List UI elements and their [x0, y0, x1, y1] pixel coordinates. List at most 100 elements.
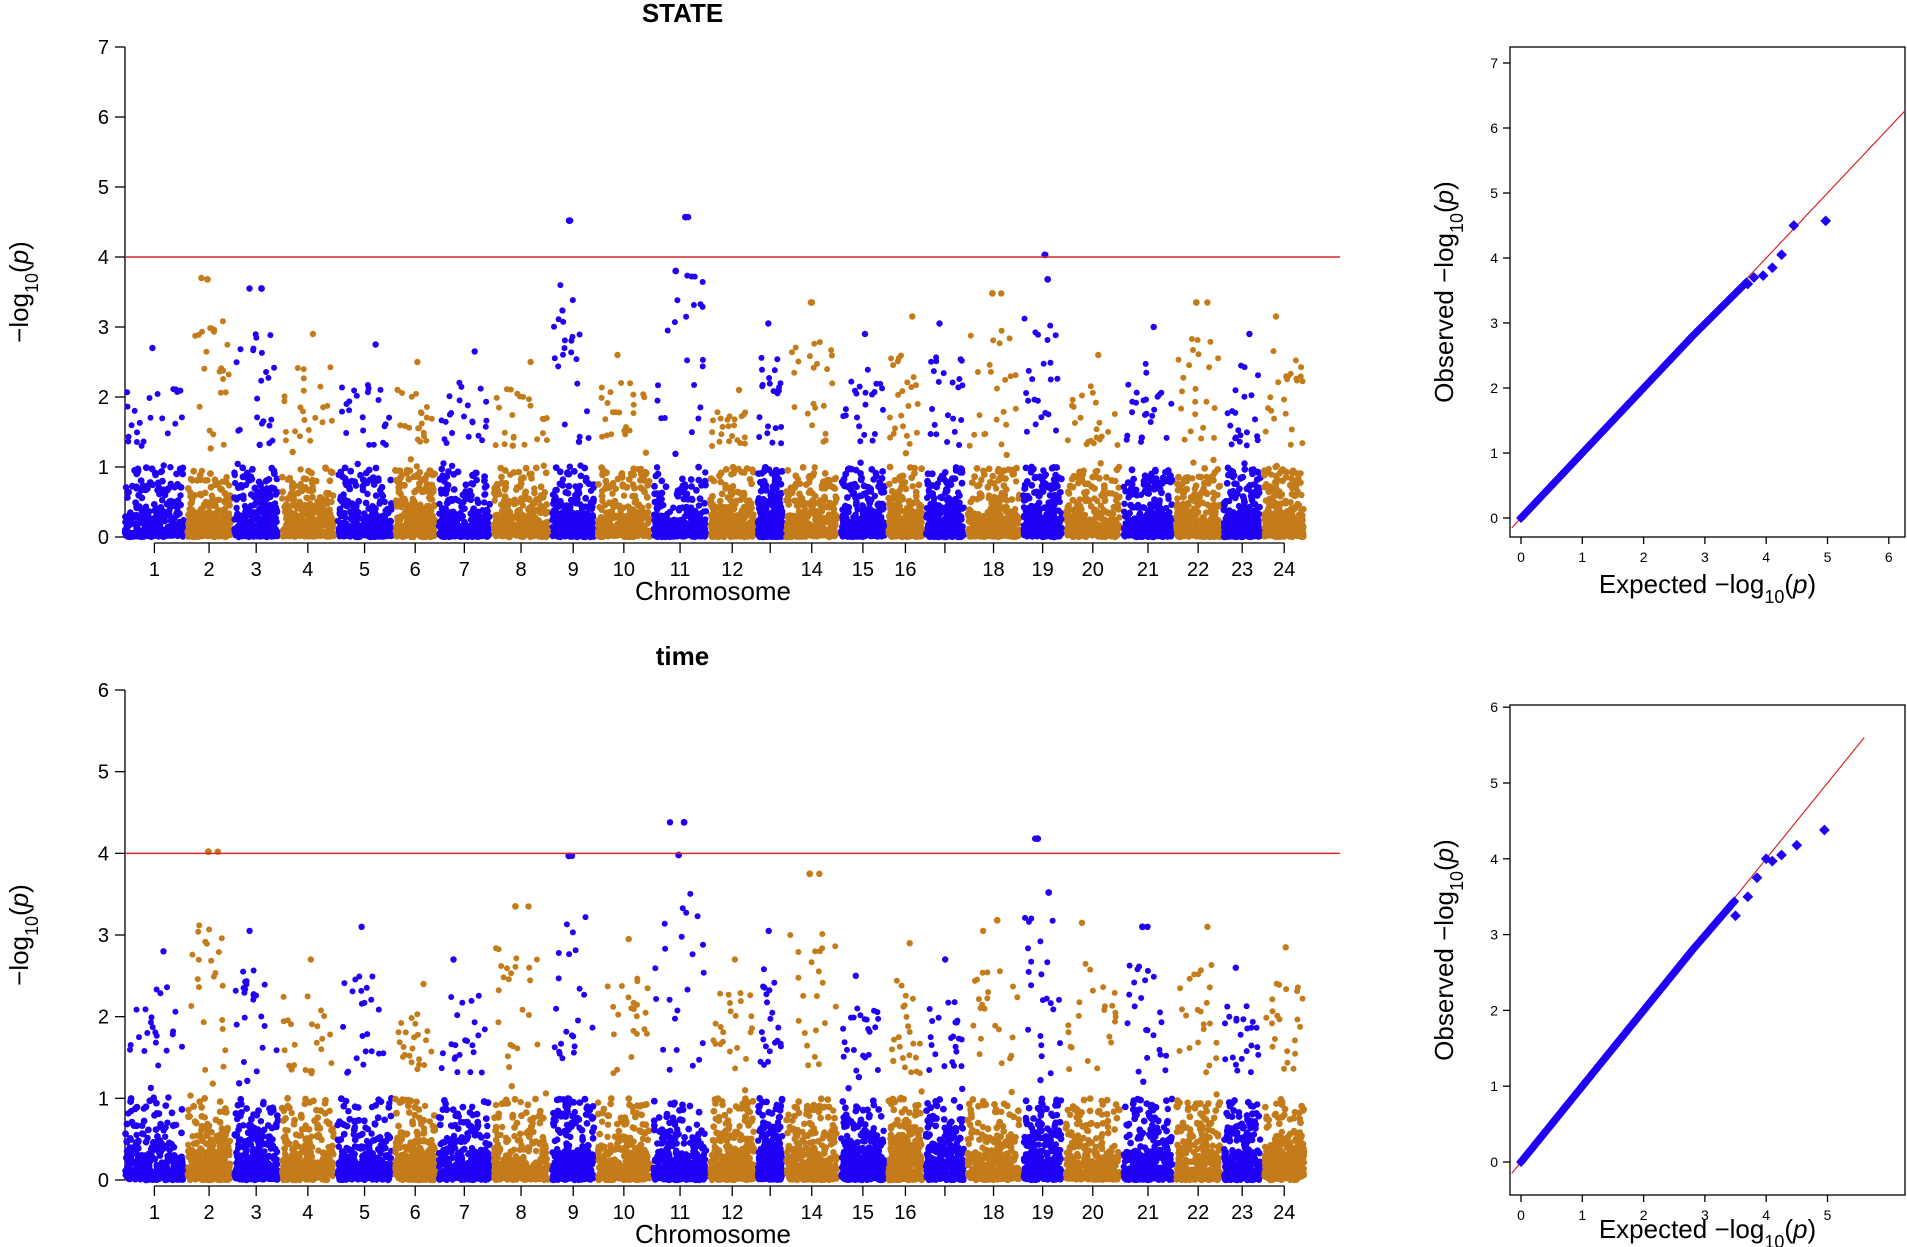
data-point: [552, 486, 559, 494]
data-point: [450, 471, 458, 478]
data-point: [513, 484, 521, 491]
data-point: [207, 483, 215, 491]
data-point: [401, 495, 408, 503]
data-point: [590, 498, 597, 506]
data-point: [602, 477, 610, 485]
data-point: [144, 508, 152, 516]
data-point: [394, 516, 402, 523]
data-point: [359, 476, 367, 484]
data-point: [217, 389, 224, 396]
data-point: [278, 495, 286, 502]
data-point: [700, 525, 708, 532]
data-point: [684, 272, 691, 279]
data-point: [738, 507, 746, 515]
data-point: [413, 471, 421, 479]
data-point: [155, 508, 162, 516]
data-point: [128, 422, 135, 429]
data-point: [146, 395, 153, 401]
data-point: [448, 410, 455, 416]
data-point: [411, 488, 418, 496]
data-point: [784, 467, 792, 474]
data-point: [805, 520, 813, 528]
data-point: [381, 423, 388, 430]
data-point: [448, 526, 456, 534]
state-y-tick-label: 3: [98, 317, 109, 339]
data-point: [748, 480, 755, 488]
data-point: [300, 375, 307, 382]
data-point: [173, 528, 180, 535]
data-point: [816, 339, 823, 346]
data-point: [174, 508, 182, 516]
state-chromosome-8-points: [490, 358, 552, 541]
data-point: [366, 476, 374, 484]
data-point: [122, 513, 129, 521]
data-point: [653, 464, 661, 471]
data-point: [672, 532, 680, 539]
data-point: [294, 489, 302, 497]
data-point: [759, 381, 766, 388]
data-point: [477, 385, 484, 392]
data-point: [448, 532, 455, 540]
data-point: [136, 419, 143, 426]
data-point: [124, 494, 131, 501]
data-point: [134, 429, 140, 436]
data-point: [509, 412, 516, 418]
data-point: [732, 527, 740, 535]
data-point: [167, 464, 174, 471]
data-point: [658, 477, 666, 485]
data-point: [483, 417, 490, 424]
data-point: [630, 391, 637, 398]
data-point: [657, 514, 665, 521]
data-point: [765, 510, 772, 518]
data-point: [543, 437, 550, 444]
data-point: [711, 530, 719, 538]
data-point: [699, 363, 706, 370]
data-point: [819, 514, 827, 522]
data-point: [625, 532, 633, 539]
data-point: [683, 506, 691, 514]
data-point: [423, 404, 430, 410]
data-point: [177, 492, 184, 499]
peak-point: [765, 320, 772, 327]
data-point: [415, 425, 422, 432]
data-point: [316, 510, 323, 517]
data-point: [289, 485, 296, 493]
data-point: [327, 364, 334, 371]
state-chromosome-9-points: [549, 217, 598, 541]
data-point: [125, 521, 132, 528]
data-point: [448, 497, 456, 504]
data-point: [537, 483, 545, 491]
data-point: [568, 337, 575, 344]
data-point: [682, 483, 689, 491]
data-point: [364, 389, 371, 396]
data-point: [702, 469, 709, 476]
data-point: [138, 442, 145, 449]
data-point: [253, 528, 261, 536]
data-point: [289, 448, 296, 456]
data-point: [267, 332, 274, 339]
data-point: [714, 511, 722, 519]
data-point: [620, 492, 628, 499]
data-point: [739, 527, 747, 535]
data-point: [170, 386, 177, 393]
data-point: [439, 472, 447, 480]
data-point: [630, 401, 637, 408]
data-point: [448, 462, 456, 470]
data-point: [266, 440, 273, 447]
data-point: [627, 380, 634, 387]
data-point: [497, 464, 505, 472]
data-point: [196, 490, 204, 498]
data-point: [231, 471, 238, 479]
data-point: [811, 464, 818, 471]
data-point: [386, 414, 393, 421]
data-point: [565, 482, 573, 490]
data-point: [774, 390, 781, 397]
data-point: [735, 465, 742, 473]
data-point: [241, 511, 248, 518]
data-point: [764, 522, 771, 530]
data-point: [418, 410, 425, 417]
data-point: [165, 485, 172, 492]
data-point: [762, 464, 769, 471]
data-point: [171, 514, 178, 522]
